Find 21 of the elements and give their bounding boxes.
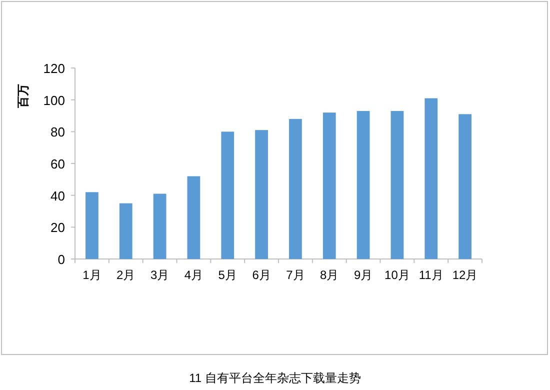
x-tick-label: 8月 [320,268,339,282]
x-tick-label: 3月 [150,268,170,282]
x-tick-label: 7月 [286,268,305,282]
x-tick-label: 9月 [354,268,373,282]
y-tick-label: 80 [50,124,65,140]
y-tick-label: 120 [43,61,65,76]
x-tick-label: 1月 [82,268,102,282]
y-tick-label: 20 [50,220,65,236]
x-tick-label: 12月 [452,268,478,282]
x-tick-label: 5月 [218,268,237,282]
y-tick-label: 40 [50,188,65,204]
x-tick-label: 10月 [384,268,410,282]
y-tick-label: 100 [43,92,65,108]
x-tick-label: 4月 [184,268,204,282]
x-tick-label: 6月 [252,268,271,282]
y-tick-label: 60 [50,156,65,172]
y-tick-label: 0 [58,252,65,267]
text: 11 自有平台全年杂志下载量走势 [189,371,361,385]
x-tick-label: 11月 [418,268,444,282]
x-tick-label: 2月 [116,268,136,282]
y-axis-title: 百万 [16,84,30,109]
